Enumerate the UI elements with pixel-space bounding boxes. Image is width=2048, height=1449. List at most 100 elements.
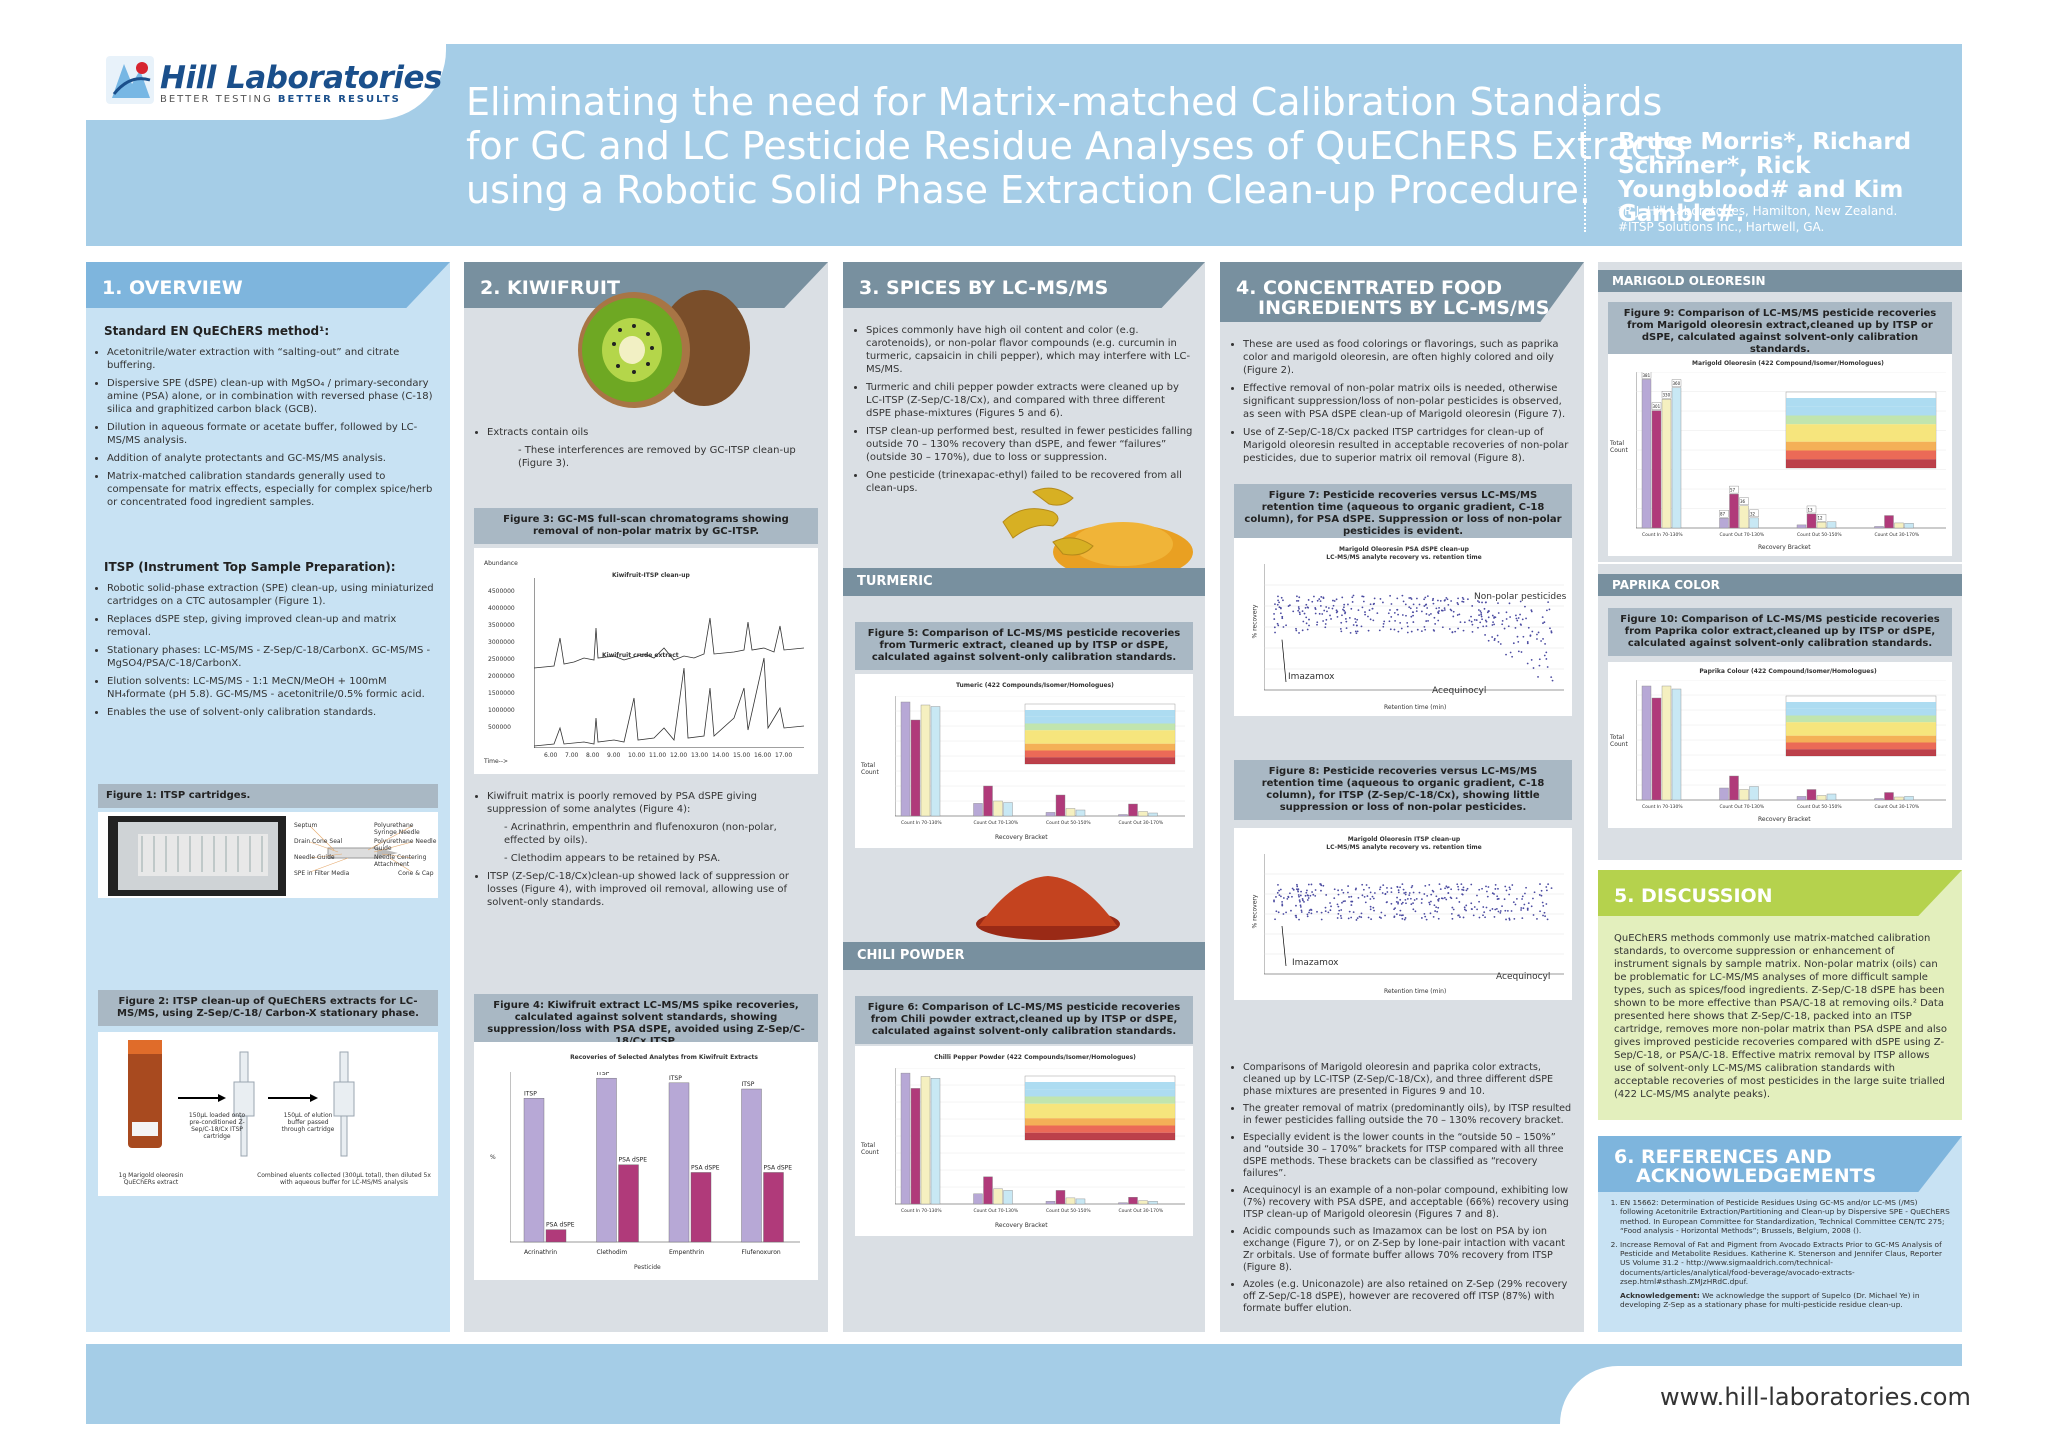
kiwifruit-bullets-a: Extracts contain oils - These interferen…: [478, 426, 814, 470]
fig7-svg-point: [1433, 629, 1436, 632]
fig7-svg-point: [1545, 658, 1548, 660]
fig7-svg-point: [1468, 619, 1471, 622]
fig7-svg-point: [1322, 620, 1325, 622]
fig8-svg-point: [1397, 889, 1400, 892]
fig8-svg-point: [1472, 914, 1475, 917]
fig1-label: SPE in Filter Media: [294, 870, 350, 877]
fig8-svg-point: [1373, 909, 1375, 912]
fig8-svg-point: [1300, 909, 1303, 912]
fig6-bar: [920, 1076, 931, 1205]
list-item: These are used as food colorings or flav…: [1243, 338, 1570, 377]
fig7-svg-point: [1333, 600, 1336, 602]
fig7-svg-point: [1425, 613, 1428, 615]
fig7-svg-point: [1420, 610, 1423, 613]
fig8-svg-point: [1299, 906, 1302, 908]
fig7-svg-point: [1521, 618, 1524, 621]
fig10-stats-row: [1786, 729, 1936, 736]
fig4-data-label: PSA dSPE: [691, 1164, 720, 1171]
fig10-bar: [1739, 789, 1749, 801]
fig8-svg-point: [1412, 908, 1415, 911]
fig7-svg-point: [1306, 628, 1309, 631]
fig5-title: Tumeric (422 Compounds/Isomer/Homologues…: [956, 682, 1114, 689]
fig7-scatter: [1264, 564, 1564, 691]
fig8-svg-point: [1512, 901, 1515, 904]
fig7-svg-point: [1372, 619, 1375, 622]
fig7-svg-point: [1277, 595, 1279, 598]
fig5-stats-row: [1025, 710, 1175, 717]
fig9-chart: Marigold Oleoresin (422 Compound/Isomer/…: [1608, 354, 1952, 556]
fig8-svg-point: [1296, 885, 1299, 888]
fig4-bar: [618, 1164, 639, 1243]
fig8-svg-point: [1446, 886, 1449, 889]
fig9-bar: [1904, 523, 1914, 529]
fig7-svg-point: [1302, 620, 1305, 623]
list-item: Extracts contain oils: [487, 426, 814, 439]
fig7-svg-point: [1509, 616, 1512, 618]
fig9-data-label-box: [1816, 513, 1827, 522]
fig7-svg-point: [1401, 614, 1404, 616]
list-item: Comparisons of Marigold oleoresin and pa…: [1243, 1062, 1572, 1098]
fig6-stats-row: [1025, 1125, 1175, 1133]
fig8-svg-point: [1357, 897, 1360, 899]
fig8-svg-point: [1350, 900, 1353, 903]
fig8-svg-point: [1508, 886, 1511, 889]
fig8-svg-point: [1306, 899, 1309, 901]
fig8-svg-point: [1397, 891, 1400, 894]
fig8-svg-point: [1450, 912, 1453, 915]
fig8-svg-point: [1273, 899, 1275, 902]
fig7-svg-point: [1282, 626, 1285, 628]
fig7-svg-point: [1396, 597, 1399, 600]
fig8-svg-point: [1493, 916, 1496, 918]
fig8-svg-point: [1527, 902, 1530, 905]
fig10-bar: [1641, 685, 1652, 801]
fig7-svg-point: [1428, 614, 1431, 616]
fig5-bar: [973, 803, 983, 817]
fig9-data-label: 87: [1720, 512, 1726, 517]
spices-heading: 3. SPICES BY LC-MS/MS: [843, 262, 1205, 308]
fig8-svg-point: [1369, 891, 1372, 894]
fig8-svg-point: [1457, 914, 1460, 917]
fig7-svg-point: [1354, 621, 1357, 624]
fig8-svg-point: [1341, 889, 1343, 891]
fig7-svg-point: [1319, 605, 1322, 607]
fig9-data-label: 57: [1730, 487, 1736, 492]
fig8-svg-point: [1340, 917, 1343, 920]
fig8-svg-point: [1420, 917, 1423, 919]
fig4-bar: [763, 1172, 784, 1243]
fig9-bar: [1894, 522, 1904, 529]
fig8-svg-point: [1303, 900, 1305, 903]
fig7-svg-point: [1298, 611, 1301, 614]
fig8-svg-point: [1505, 918, 1507, 921]
concentrated-column: 4. CONCENTRATED FOOD INGREDIENTS BY LC-M…: [1220, 262, 1584, 1332]
fig5-bar: [1138, 811, 1148, 817]
fig8-svg-point: [1409, 897, 1412, 900]
fig8-svg-point: [1414, 910, 1417, 913]
fig7-svg-point: [1516, 619, 1519, 622]
fig7-svg-point: [1410, 615, 1413, 618]
fig3-chart: Abundance Kiwifruit-ITSP clean-up Kiwifr…: [474, 548, 818, 774]
fig10-bar: [1796, 796, 1807, 801]
fig6-bar: [983, 1176, 993, 1205]
website-link[interactable]: www.hill-laboratories.com: [1660, 1383, 1971, 1411]
fig8-svg-point: [1278, 894, 1281, 897]
fig8-svg-point: [1457, 888, 1460, 891]
fig8-svg-point: [1423, 913, 1426, 915]
fig8-svg-point: [1543, 911, 1546, 914]
fig7-svg-point: [1340, 621, 1343, 624]
fig8-svg-point: [1355, 919, 1358, 921]
fig5-bar: [1045, 812, 1056, 817]
fig7-svg-point: [1447, 603, 1450, 606]
fig7-svg-point: [1505, 618, 1508, 620]
fig8-svg-point: [1286, 897, 1289, 900]
fig8-svg-point: [1445, 885, 1448, 888]
fig7-svg-point: [1311, 600, 1314, 603]
fig8-svg-point: [1307, 897, 1310, 899]
fig5-plot: Count In 70-130% Count Out 70-130% Count O…: [895, 696, 1185, 826]
fig9-data-label-box: [1729, 485, 1739, 494]
fig7-svg-point: [1367, 615, 1369, 618]
list-item: Especially evident is the lower counts i…: [1243, 1132, 1572, 1180]
fig8-svg-point: [1352, 911, 1355, 914]
fig7-svg-point: [1524, 605, 1526, 608]
fig7-svg-point: [1316, 599, 1319, 602]
fig7-svg-point: [1452, 615, 1455, 618]
